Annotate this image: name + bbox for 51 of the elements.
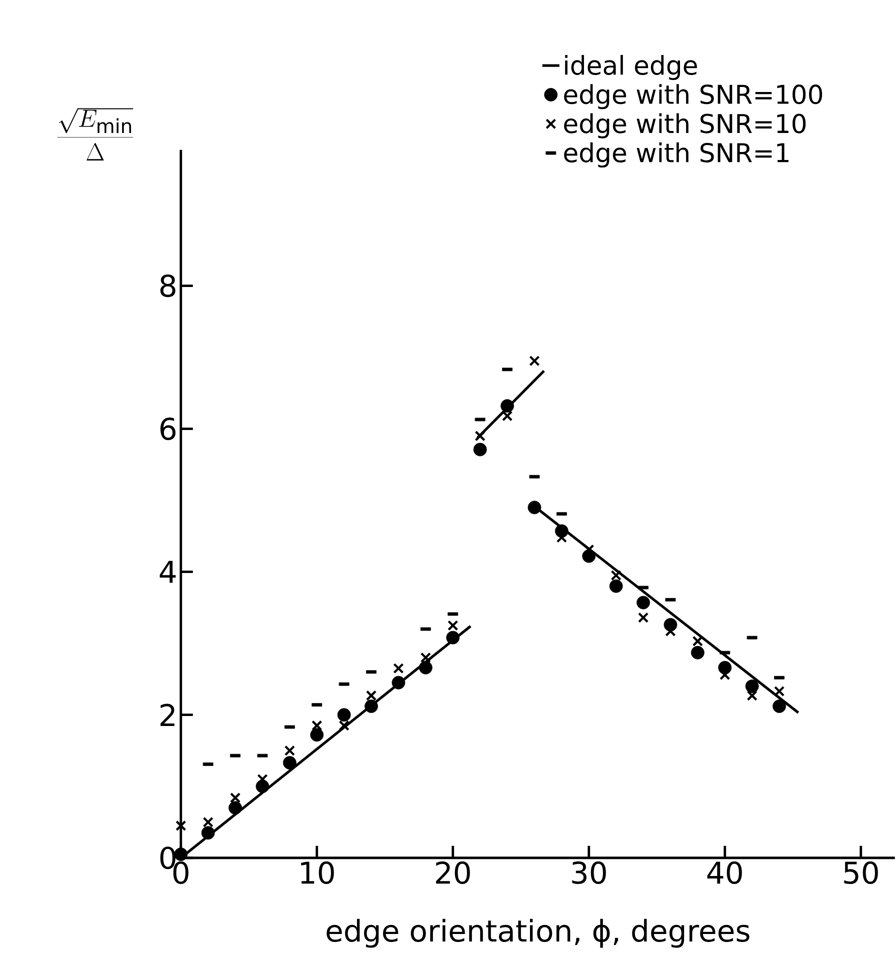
point <box>609 579 623 593</box>
point <box>772 700 786 713</box>
point <box>418 660 432 674</box>
point <box>610 570 622 581</box>
point <box>420 652 431 663</box>
point <box>528 500 542 514</box>
x-tick-label: 50 <box>844 861 878 884</box>
y-tick-label: 4 <box>160 560 176 583</box>
point <box>636 596 650 610</box>
y-tick-label: 8 <box>160 274 176 298</box>
point <box>638 612 649 623</box>
point <box>692 636 703 647</box>
point <box>284 745 295 756</box>
y-axis-title: $\frac{\sqrt{E_{\mathrm{min}}}}{\Delta}$ <box>57 108 134 161</box>
point <box>366 690 377 701</box>
point <box>337 708 351 722</box>
x-tick-label: 40 <box>707 861 742 884</box>
point <box>502 410 513 422</box>
point <box>474 430 486 442</box>
point <box>745 680 759 693</box>
legend-label: edge with SNR=100 <box>564 84 822 110</box>
x-axis-title: edge orientation, ϕ, degrees <box>326 918 750 948</box>
legend-label: edge with SNR=10 <box>564 113 806 138</box>
point <box>473 442 487 456</box>
y-tick-label: 6 <box>160 417 176 440</box>
point <box>392 676 406 690</box>
y-tick-label: 0 <box>160 846 176 870</box>
x-tick-label: 30 <box>572 861 606 884</box>
point <box>448 620 458 631</box>
legend-label: edge with SNR=1 <box>564 142 788 168</box>
point <box>746 690 758 701</box>
point <box>529 356 540 366</box>
point <box>176 820 186 832</box>
y-tick-label: 2 <box>160 704 174 726</box>
point <box>500 399 514 413</box>
x-tick-label: 20 <box>436 861 470 884</box>
point <box>202 816 214 828</box>
x-tick-label: 10 <box>301 861 334 884</box>
point <box>228 801 242 815</box>
point <box>774 686 785 697</box>
point <box>310 728 324 742</box>
point <box>446 630 460 644</box>
point <box>690 646 704 660</box>
point <box>282 756 296 770</box>
point <box>201 826 215 840</box>
legend-label: ideal edge <box>565 54 697 80</box>
point <box>312 720 322 731</box>
point <box>338 720 350 731</box>
point <box>393 663 404 674</box>
point <box>364 700 378 713</box>
point <box>230 792 241 804</box>
